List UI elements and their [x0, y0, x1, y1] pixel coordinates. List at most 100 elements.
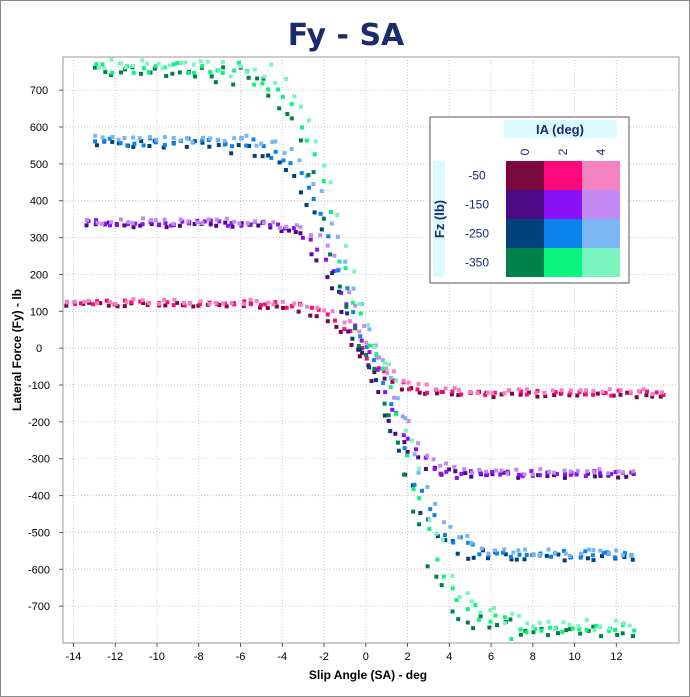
data-point: [452, 386, 457, 390]
data-point: [514, 557, 519, 562]
data-point: [140, 58, 145, 63]
data-point: [414, 447, 418, 452]
data-point: [314, 258, 319, 263]
data-point: [343, 266, 348, 271]
data-point: [192, 222, 197, 226]
data-point: [195, 220, 200, 225]
data-point: [499, 392, 504, 397]
data-point: [389, 402, 394, 407]
data-point: [490, 391, 495, 396]
data-point: [366, 323, 371, 328]
data-point: [487, 625, 492, 630]
data-point: [230, 144, 235, 149]
data-point: [598, 548, 603, 553]
data-point: [186, 219, 191, 224]
legend-fz-label: -150: [465, 198, 489, 212]
data-point: [620, 553, 625, 558]
data-point: [448, 524, 453, 529]
data-point: [200, 221, 205, 226]
data-point: [217, 67, 222, 72]
data-point: [432, 466, 437, 471]
data-point: [307, 185, 311, 190]
data-point: [249, 302, 254, 307]
data-point: [517, 552, 522, 557]
data-point: [485, 390, 490, 395]
data-point: [486, 556, 490, 561]
data-point: [131, 225, 136, 230]
data-point: [546, 547, 551, 552]
data-point: [312, 210, 317, 215]
data-point: [98, 301, 103, 306]
data-point: [517, 613, 522, 618]
legend-fz-label: -50: [468, 169, 486, 183]
data-point: [298, 231, 303, 236]
data-point: [343, 243, 348, 248]
data-point: [524, 392, 529, 397]
data-point: [375, 367, 380, 372]
data-point: [526, 390, 531, 395]
data-point: [578, 388, 583, 393]
data-point: [325, 312, 330, 317]
data-point: [326, 234, 331, 239]
data-point: [466, 540, 471, 545]
data-point: [439, 583, 444, 588]
data-point: [451, 540, 456, 545]
data-point: [289, 147, 294, 151]
data-point: [396, 448, 401, 453]
data-point: [230, 224, 235, 229]
data-point: [284, 305, 289, 310]
data-point: [495, 551, 499, 556]
data-point: [294, 223, 299, 228]
data-point: [514, 467, 519, 472]
data-point: [274, 304, 279, 309]
data-point: [261, 144, 266, 149]
data-point: [183, 60, 188, 65]
data-point: [393, 431, 398, 436]
data-point: [344, 302, 349, 307]
data-point: [475, 391, 480, 395]
data-point: [510, 611, 515, 616]
data-point: [221, 65, 226, 70]
data-point: [591, 548, 596, 553]
data-point: [425, 390, 430, 395]
data-point: [169, 223, 174, 228]
data-point: [171, 303, 176, 308]
data-point: [432, 513, 437, 518]
data-point: [562, 548, 566, 553]
data-point: [641, 387, 646, 392]
data-point: [362, 323, 367, 328]
data-point: [616, 475, 621, 480]
data-point: [309, 252, 314, 257]
data-point: [599, 634, 604, 639]
data-point: [592, 628, 597, 633]
legend-ia-label: 4: [594, 148, 608, 155]
legend-cell: [582, 161, 620, 190]
data-point: [374, 355, 379, 360]
data-point: [330, 309, 335, 314]
data-point: [611, 393, 616, 398]
data-point: [444, 469, 449, 474]
data-point: [269, 62, 274, 67]
data-point: [337, 284, 342, 289]
data-point: [450, 609, 455, 614]
data-point: [325, 275, 330, 280]
data-point: [298, 303, 303, 307]
data-point: [224, 304, 229, 309]
x-tick-label: -10: [149, 651, 165, 663]
data-point: [311, 197, 316, 201]
data-point: [242, 299, 247, 304]
data-point: [465, 620, 470, 625]
data-point: [351, 310, 356, 315]
legend-cell: [506, 248, 544, 277]
data-point: [537, 552, 542, 557]
data-point: [612, 555, 617, 560]
data-point: [477, 552, 482, 557]
data-point: [425, 453, 430, 458]
data-point: [353, 303, 358, 308]
data-point: [146, 70, 151, 75]
data-point: [131, 144, 136, 149]
data-point: [178, 217, 183, 222]
data-point: [325, 243, 330, 248]
data-point: [382, 413, 387, 418]
